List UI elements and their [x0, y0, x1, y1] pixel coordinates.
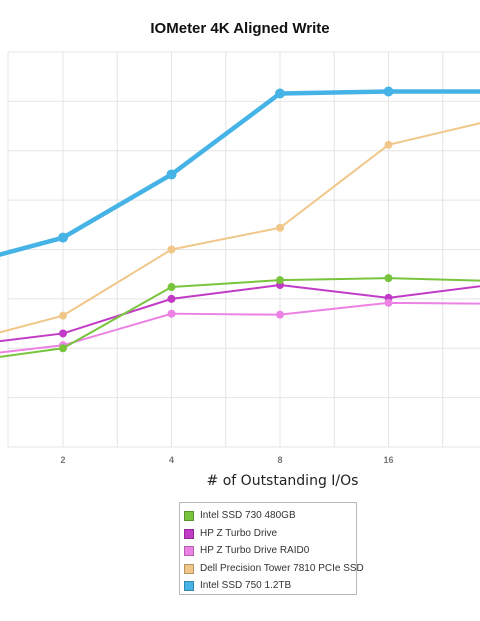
data-point	[384, 298, 393, 307]
legend-label: Dell Precision Tower 7810 PCIe SSD	[200, 562, 364, 574]
series-line	[0, 89, 480, 257]
data-point	[59, 344, 67, 353]
data-point	[167, 294, 176, 303]
legend-item-hp-z-turbo-drive-raid0[interactable]: HP Z Turbo Drive RAID0	[184, 543, 356, 559]
series-line	[0, 284, 480, 343]
data-point	[276, 223, 284, 232]
legend-label: Intel SSD 730 480GB	[200, 510, 296, 521]
legend-label: HP Z Turbo Drive	[200, 527, 278, 539]
data-point	[167, 309, 176, 318]
legend-item-dell-precision-tower-7810-pcie-ssd[interactable]: Dell Precision Tower 7810 PCIe SSD	[184, 561, 364, 577]
legend-swatch	[184, 581, 194, 591]
data-point	[59, 329, 67, 338]
chart-title: IOMeter 4K Aligned Write	[150, 20, 330, 37]
legend-label: HP Z Turbo Drive RAID0	[200, 545, 310, 556]
legend-swatch	[184, 511, 194, 521]
series-intel-ssd-750-1-2tb	[0, 86, 480, 257]
data-point	[275, 88, 285, 99]
x-tick-label: 16	[383, 455, 393, 465]
series-hp-z-turbo-drive	[0, 281, 480, 343]
data-point	[167, 283, 176, 292]
legend-swatch	[184, 546, 194, 556]
series-intel-ssd-730-480gb	[0, 274, 480, 358]
series-dell-precision-tower-7810-pcie-ssd	[0, 122, 480, 334]
x-axis-label: # of Outstanding I/Os	[206, 473, 359, 489]
data-point	[166, 169, 177, 180]
data-point	[167, 245, 176, 254]
legend-item-hp-z-turbo-drive[interactable]: HP Z Turbo Drive	[184, 526, 356, 542]
legend-swatch	[184, 563, 194, 574]
legend-item-intel-ssd-730-480gb[interactable]: Intel SSD 730 480GB	[184, 508, 356, 524]
series-line	[0, 277, 480, 358]
x-tick-label: 8	[277, 455, 282, 465]
series-line	[0, 301, 480, 354]
data-point	[384, 274, 393, 283]
data-point	[58, 232, 68, 243]
series-lines	[0, 86, 480, 358]
x-tick-labels: 2 4 8 16	[60, 455, 393, 465]
legend-swatch	[184, 528, 194, 539]
data-point	[59, 311, 67, 320]
legend-item-intel-ssd-750-1-2tb[interactable]: Intel SSD 750 1.2TB	[184, 578, 356, 594]
x-tick-label: 2	[60, 455, 65, 465]
data-point	[383, 86, 394, 97]
legend-label: Intel SSD 750 1.2TB	[200, 580, 292, 591]
series-line	[0, 122, 480, 334]
x-tick-label: 4	[169, 455, 174, 465]
data-point	[276, 310, 284, 319]
data-point	[384, 140, 393, 149]
legend: Intel SSD 730 480GB HP Z Turbo Drive HP Z …	[179, 502, 364, 595]
data-point	[276, 276, 284, 285]
gridlines	[7, 51, 480, 448]
